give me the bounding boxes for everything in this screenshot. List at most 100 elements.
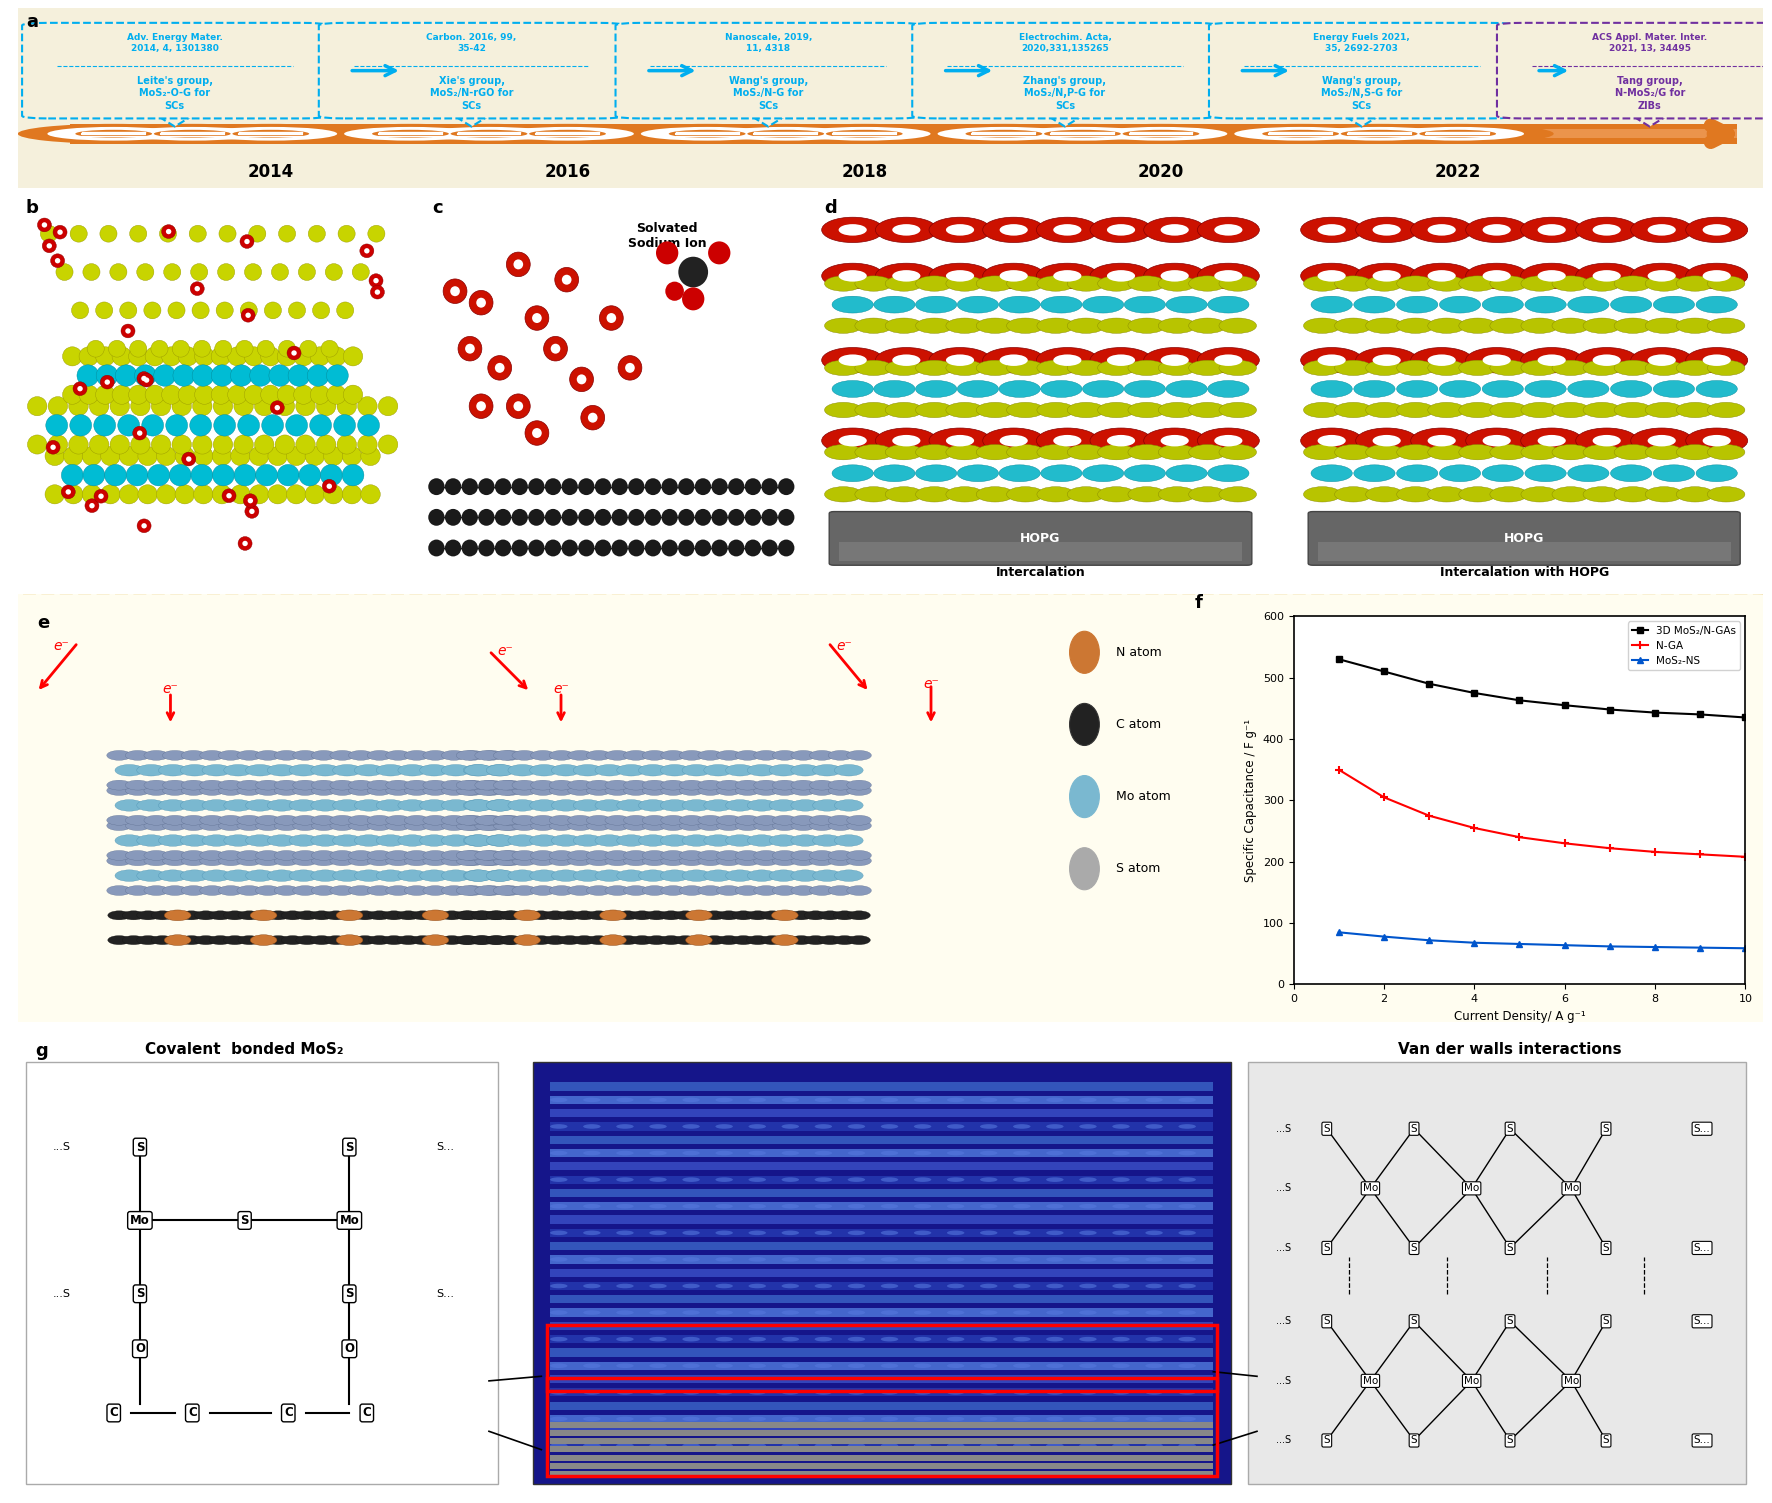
Circle shape [420, 870, 448, 881]
Circle shape [804, 911, 828, 920]
Circle shape [292, 851, 317, 860]
Circle shape [475, 885, 500, 896]
Circle shape [1113, 1177, 1131, 1181]
Circle shape [349, 885, 374, 896]
Circle shape [659, 935, 682, 945]
Circle shape [854, 277, 893, 292]
Circle shape [914, 1284, 932, 1288]
Text: C: C [188, 1407, 197, 1419]
Circle shape [255, 780, 280, 791]
Circle shape [828, 786, 852, 795]
Circle shape [1552, 361, 1589, 376]
Circle shape [376, 765, 406, 776]
Circle shape [679, 821, 703, 831]
Circle shape [275, 750, 299, 761]
Circle shape [946, 1204, 964, 1208]
Circle shape [1483, 355, 1512, 365]
Circle shape [218, 885, 243, 896]
Circle shape [223, 800, 253, 812]
Circle shape [163, 885, 188, 896]
Circle shape [1214, 224, 1242, 236]
N-GA [1554, 834, 1575, 852]
Circle shape [1582, 277, 1621, 292]
Circle shape [271, 263, 289, 281]
Circle shape [354, 935, 376, 945]
Bar [549, 1321, 1214, 1330]
Circle shape [661, 834, 689, 846]
Circle shape [1552, 277, 1589, 292]
Circle shape [172, 340, 190, 358]
Circle shape [617, 1124, 634, 1129]
Circle shape [606, 313, 617, 323]
Circle shape [324, 935, 347, 945]
Circle shape [200, 821, 225, 831]
N-GA [1644, 843, 1666, 861]
Circle shape [305, 485, 324, 504]
Circle shape [1178, 1417, 1196, 1422]
Circle shape [1219, 277, 1256, 292]
Circle shape [120, 302, 136, 319]
Circle shape [595, 834, 624, 846]
Circle shape [790, 750, 815, 761]
Circle shape [549, 1177, 567, 1181]
Circle shape [929, 428, 991, 454]
Circle shape [1189, 487, 1226, 502]
Bar [549, 1175, 1214, 1184]
Circle shape [464, 870, 493, 881]
MoS₂-NS [1373, 927, 1395, 945]
Circle shape [551, 344, 560, 353]
Circle shape [1040, 464, 1083, 481]
Circle shape [847, 1097, 865, 1102]
Circle shape [698, 780, 723, 791]
Circle shape [161, 347, 181, 365]
Text: +: + [1382, 436, 1391, 446]
Circle shape [237, 935, 260, 945]
Circle shape [1703, 355, 1731, 365]
Circle shape [445, 540, 461, 556]
Circle shape [1083, 464, 1123, 481]
Circle shape [1366, 361, 1403, 376]
Circle shape [551, 834, 579, 846]
Circle shape [744, 510, 762, 526]
Circle shape [310, 415, 331, 436]
Circle shape [1178, 1151, 1196, 1156]
Circle shape [223, 765, 253, 776]
Circle shape [835, 800, 863, 812]
Text: Solvated
Sodium Ion: Solvated Sodium Ion [627, 222, 707, 249]
Circle shape [773, 821, 797, 831]
Circle shape [181, 815, 206, 825]
Circle shape [275, 815, 299, 825]
Circle shape [583, 1311, 601, 1315]
Circle shape [916, 319, 953, 334]
Text: +: + [1602, 355, 1611, 365]
Circle shape [1490, 277, 1527, 292]
Circle shape [999, 355, 1028, 365]
Circle shape [588, 413, 597, 422]
Circle shape [227, 347, 246, 365]
Circle shape [268, 935, 289, 945]
Text: e⁻: e⁻ [836, 639, 852, 652]
Circle shape [349, 851, 374, 860]
Circle shape [223, 834, 253, 846]
Circle shape [854, 487, 893, 502]
Circle shape [769, 123, 960, 144]
Circle shape [1356, 428, 1418, 454]
Circle shape [1145, 1417, 1162, 1422]
Text: +: + [1116, 355, 1125, 365]
Circle shape [916, 464, 957, 481]
Circle shape [682, 1363, 700, 1368]
Circle shape [136, 519, 151, 532]
Text: ACS Appl. Mater. Inter.
2021, 13, 34495: ACS Appl. Mater. Inter. 2021, 13, 34495 [1591, 33, 1706, 53]
Circle shape [1113, 1443, 1131, 1447]
Circle shape [1696, 380, 1737, 397]
Circle shape [530, 765, 558, 776]
Circle shape [1366, 487, 1403, 502]
Circle shape [611, 123, 803, 144]
Circle shape [190, 225, 206, 242]
Text: Intercalation: Intercalation [996, 565, 1086, 579]
Circle shape [50, 445, 55, 449]
Circle shape [344, 385, 363, 404]
Circle shape [748, 1417, 766, 1422]
Text: +: + [1382, 225, 1391, 234]
Circle shape [193, 446, 213, 466]
